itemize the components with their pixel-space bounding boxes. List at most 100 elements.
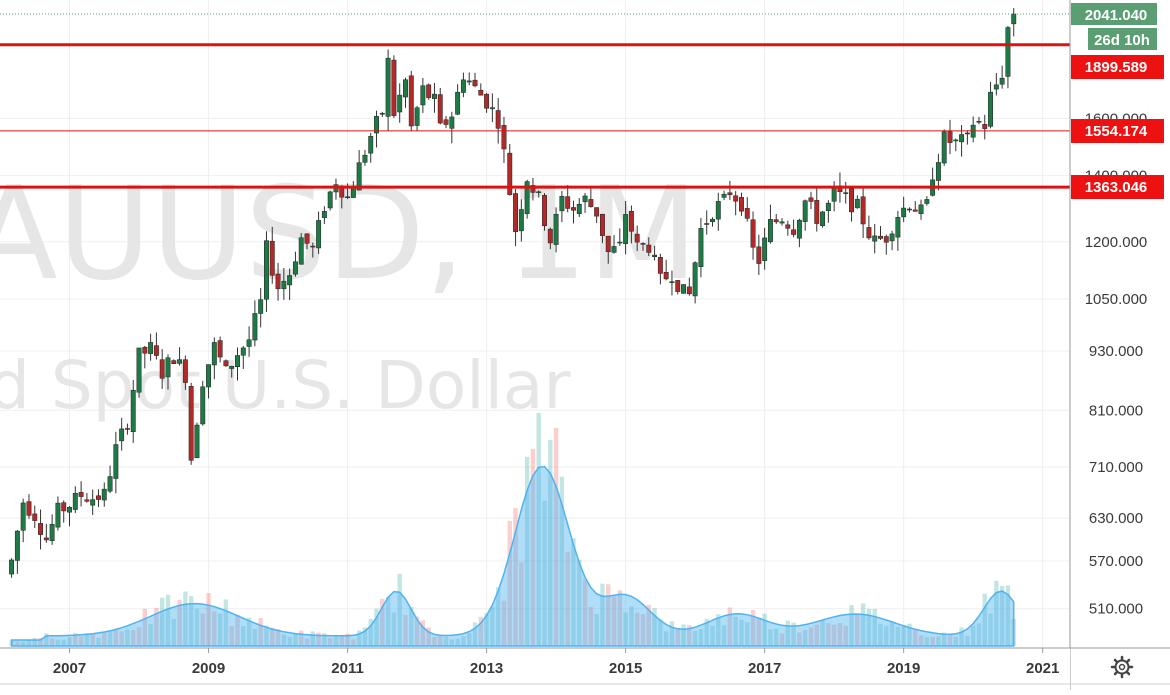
volume-bar xyxy=(820,619,825,646)
volume-bar xyxy=(136,626,142,646)
candle-body xyxy=(808,197,814,202)
volume-bar xyxy=(333,636,339,646)
candle-body xyxy=(669,281,675,283)
candle-body xyxy=(240,347,246,356)
candle-body xyxy=(206,364,211,388)
volume-bar xyxy=(223,599,229,646)
candle-body xyxy=(304,233,310,244)
volume-bar xyxy=(571,538,576,646)
volume-bar xyxy=(739,619,744,646)
level-3-badge xyxy=(1071,175,1164,199)
candle-body xyxy=(61,502,67,512)
volume-bar xyxy=(669,621,675,646)
volume-bar xyxy=(194,608,200,646)
candle-body xyxy=(889,233,895,242)
volume-bar xyxy=(107,630,113,646)
volume-bar xyxy=(658,619,663,646)
candle-body xyxy=(825,202,831,211)
volume-bar xyxy=(20,641,26,646)
volume-bar xyxy=(774,628,779,646)
gear-icon[interactable] xyxy=(1110,655,1134,679)
candle-body xyxy=(582,195,588,203)
volume-bar xyxy=(212,611,217,646)
candle-body xyxy=(895,217,901,238)
volume-bar xyxy=(594,614,599,646)
candle-body xyxy=(153,345,159,356)
candle-body xyxy=(628,210,634,232)
volume-bar xyxy=(913,629,918,646)
volume-bar xyxy=(478,616,483,646)
volume-bar xyxy=(264,625,269,646)
volume-bar xyxy=(438,635,443,646)
candle-body xyxy=(744,208,750,219)
candle-body xyxy=(681,284,686,294)
candle-body xyxy=(634,233,640,243)
volume-bar xyxy=(646,604,651,646)
volume-bar xyxy=(843,625,848,646)
candle-body xyxy=(264,240,269,300)
volume-bar xyxy=(837,623,843,646)
volume-bar xyxy=(553,427,559,646)
candle-body xyxy=(159,359,165,379)
volume-bar xyxy=(779,633,785,646)
time-tick-label: 2019 xyxy=(887,660,920,677)
candle-body xyxy=(739,197,744,212)
price-tick-label: 710.000 xyxy=(1089,459,1143,476)
volume-pane xyxy=(9,412,1016,647)
candle-body xyxy=(90,499,96,506)
volume-bar xyxy=(327,637,333,646)
candle-body xyxy=(229,365,235,369)
candle-body xyxy=(455,91,461,115)
volume-bar xyxy=(345,633,350,646)
candle-body xyxy=(530,185,536,193)
candle-body xyxy=(345,196,351,198)
candle-body xyxy=(947,131,953,143)
candle-body xyxy=(130,389,136,432)
volume-bar xyxy=(663,631,669,646)
volume-bar xyxy=(559,476,565,646)
volume-bar xyxy=(362,627,368,646)
candle-body xyxy=(513,193,519,232)
time-axis[interactable]: 2007 2009 2011 2013 2015 2017 2019 2021 xyxy=(0,647,1170,690)
candle-body xyxy=(495,110,501,129)
candle-body xyxy=(84,499,90,502)
candle-body xyxy=(9,559,15,575)
volume-bar xyxy=(258,618,263,646)
candle-body xyxy=(484,93,490,109)
candle-body xyxy=(704,223,710,225)
time-ticks: 2007 2009 2011 2013 2015 2017 2019 2021 xyxy=(53,648,1059,677)
candle-body xyxy=(327,191,333,209)
price-axis[interactable]: 2041.0401600.0001400.0001200.0001050.000… xyxy=(1069,0,1170,690)
horizontal-levels[interactable] xyxy=(0,43,1070,189)
candle-body xyxy=(843,192,849,194)
volume-bar xyxy=(403,615,408,646)
candle-body xyxy=(571,207,576,211)
volume-bar xyxy=(467,633,472,646)
candle-body xyxy=(901,207,907,218)
candle-body xyxy=(177,359,183,364)
candle-body xyxy=(791,229,797,235)
candle-body xyxy=(872,235,878,242)
volume-bar xyxy=(188,596,194,646)
volume-bar xyxy=(733,616,738,646)
volume-bar xyxy=(872,608,877,646)
candle-body xyxy=(356,162,362,191)
candle-body xyxy=(988,91,994,127)
volume-bar xyxy=(148,623,153,646)
volume-bar xyxy=(420,620,426,646)
volume-bar xyxy=(73,632,78,646)
volume-bar xyxy=(241,626,246,646)
candle-body xyxy=(698,228,704,267)
volume-bar xyxy=(802,630,808,646)
watermark-description: d Spot U.S. Dollar xyxy=(0,347,571,424)
volume-bar xyxy=(84,633,90,646)
volume-bar xyxy=(756,617,762,646)
volume-bar xyxy=(831,624,837,646)
candle-body xyxy=(391,59,397,116)
candle-body xyxy=(507,152,513,195)
volume-bar xyxy=(125,629,130,646)
volume-bar xyxy=(432,636,437,646)
volume-bar xyxy=(426,627,431,646)
